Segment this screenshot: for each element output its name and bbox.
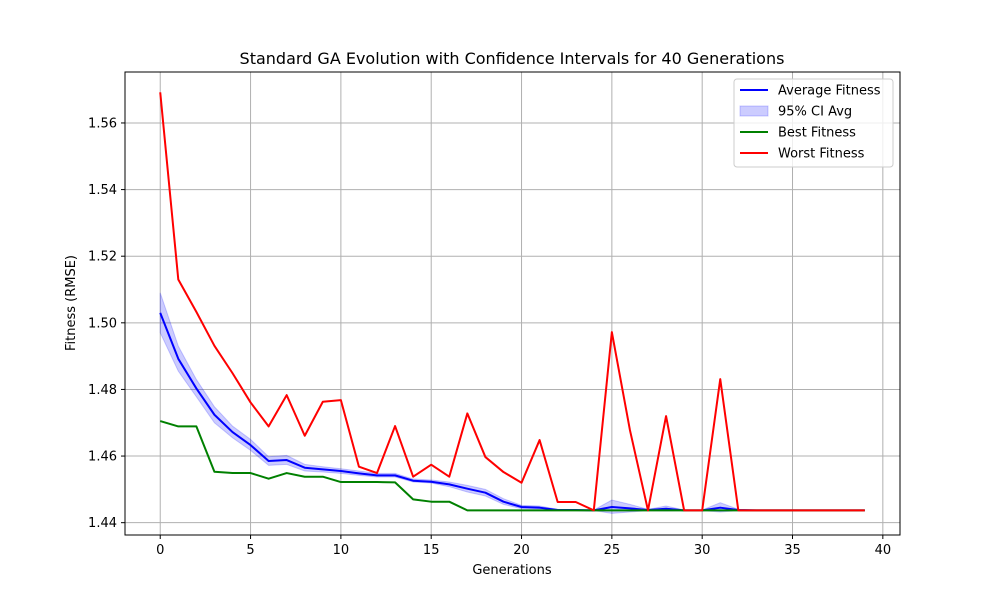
legend-label-average-fitness: Average Fitness [778,84,881,99]
95-ci-avg-band [159,292,865,514]
x-tick-label: 10 [333,543,350,558]
plot-frame [124,71,901,536]
x-tick-label: 0 [156,543,164,558]
x-tick-label: 5 [246,543,254,558]
y-tick-label: 1.50 [88,316,117,331]
legend: Average Fitness 95% CI Avg Best Fitness Wor… [733,78,894,168]
legend-box [733,78,894,168]
y-tick-label: 1.54 [88,183,117,198]
y-tick-label: 1.44 [88,516,117,531]
series-lines [159,92,865,512]
legend-swatch-95-ci-avg [739,105,769,117]
legend-label-95-ci-avg: 95% CI Avg [778,105,852,120]
x-tick-label: 30 [694,543,711,558]
x-tick-label: 40 [875,543,892,558]
y-tick-label: 1.48 [88,383,117,398]
y-axis-ticks: 1.44 1.46 1.48 1.50 1.52 1.54 1.56 [88,116,125,531]
legend-label-worst-fitness: Worst Fitness [778,147,865,162]
chart-title: Standard GA Evolution with Confidence In… [240,49,785,68]
grid-lines [125,72,900,535]
confidence-band-layer [159,292,865,514]
best-fitness-line [159,420,865,512]
x-tick-label: 20 [513,543,530,558]
x-axis-label: Generations [472,563,552,578]
x-tick-label: 35 [784,543,801,558]
y-tick-label: 1.46 [88,450,117,465]
x-tick-label: 25 [604,543,621,558]
average-fitness-line [159,312,865,512]
x-tick-label: 15 [423,543,440,558]
y-axis-label: Fitness (RMSE) [64,255,79,351]
y-tick-label: 1.56 [88,116,117,131]
x-axis-ticks: 0 5 10 15 20 25 30 35 40 [156,535,891,558]
worst-fitness-line [159,92,865,512]
legend-label-best-fitness: Best Fitness [778,126,856,141]
y-tick-label: 1.52 [88,250,117,265]
